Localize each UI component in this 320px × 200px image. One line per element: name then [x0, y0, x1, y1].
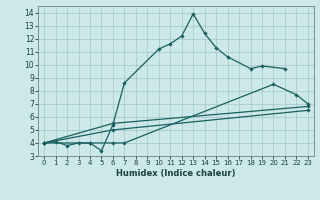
X-axis label: Humidex (Indice chaleur): Humidex (Indice chaleur)	[116, 169, 236, 178]
